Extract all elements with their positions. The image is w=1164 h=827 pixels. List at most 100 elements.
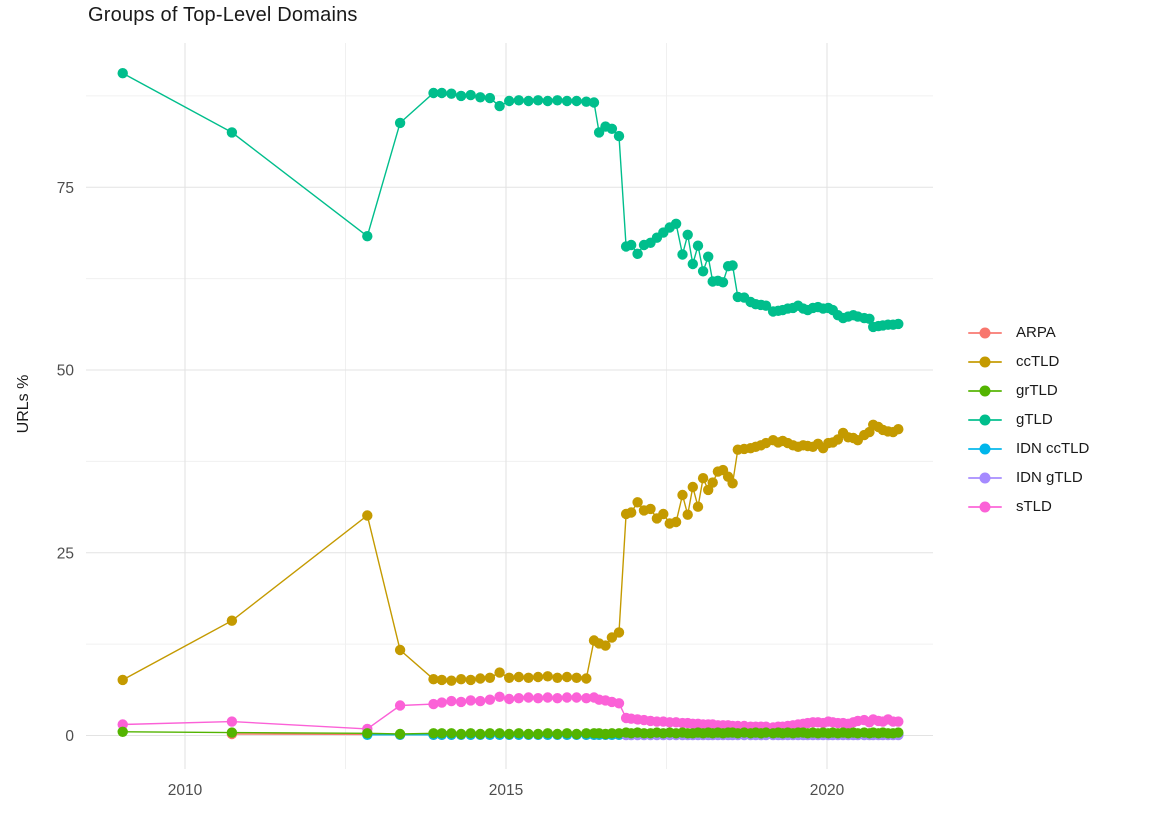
data-point-stld bbox=[513, 693, 524, 704]
y-tick-label: 0 bbox=[65, 728, 74, 745]
data-point-grtld bbox=[581, 728, 592, 739]
data-point-stld bbox=[561, 692, 573, 703]
data-point-stld bbox=[552, 693, 563, 704]
y-axis-title: URLs % bbox=[15, 374, 32, 434]
data-point-grtld bbox=[532, 728, 544, 740]
data-point-cctld bbox=[513, 671, 524, 683]
data-point-cctld bbox=[362, 510, 373, 521]
data-point-cctld bbox=[600, 640, 611, 651]
data-point-gtld bbox=[484, 92, 496, 104]
data-point-gtld bbox=[513, 95, 524, 106]
data-point-gtld bbox=[436, 87, 447, 99]
data-point-grtld bbox=[465, 728, 476, 739]
data-point-gtld bbox=[717, 277, 729, 288]
data-point-cctld bbox=[893, 424, 904, 435]
data-point-grtld bbox=[455, 728, 467, 740]
data-point-grtld bbox=[226, 727, 238, 738]
data-point-gtld bbox=[475, 92, 486, 103]
data-point-gtld bbox=[677, 249, 688, 260]
data-point-cctld bbox=[484, 672, 496, 683]
data-point-cctld bbox=[687, 481, 698, 493]
data-point-gtld bbox=[117, 68, 128, 79]
data-point-gtld bbox=[362, 231, 373, 242]
data-point-cctld bbox=[552, 672, 563, 683]
data-point-stld bbox=[532, 693, 544, 704]
data-point-cctld bbox=[670, 516, 682, 528]
data-point-gtld bbox=[446, 88, 457, 99]
data-point-gtld bbox=[542, 95, 553, 107]
y-tick-label: 25 bbox=[57, 545, 74, 562]
data-point-grtld bbox=[494, 728, 505, 739]
legend-entry-gtld: gTLD bbox=[966, 405, 1089, 434]
data-point-cctld bbox=[561, 671, 573, 683]
data-point-cctld bbox=[658, 508, 669, 520]
legend-entry-grtld: grTLD bbox=[966, 376, 1089, 405]
data-point-cctld bbox=[455, 674, 467, 685]
data-point-cctld bbox=[428, 674, 439, 685]
data-point-gtld bbox=[632, 248, 643, 259]
data-point-gtld bbox=[697, 266, 709, 277]
data-point-grtld bbox=[571, 728, 582, 740]
data-point-gtld bbox=[523, 95, 534, 107]
data-point-cctld bbox=[465, 674, 476, 686]
legend-label: IDN ccTLD bbox=[1016, 440, 1090, 457]
legend-entry-stld: sTLD bbox=[966, 492, 1089, 521]
legend: ARPA ccTLD grTLD gTLD IDN ccTLD IDN gTLD sTLD bbox=[966, 318, 1089, 521]
legend-entry-cctld: ccTLD bbox=[966, 347, 1089, 376]
data-point-gtld bbox=[552, 95, 563, 106]
data-point-gtld bbox=[504, 95, 515, 107]
data-point-grtld bbox=[475, 728, 486, 740]
legend-entry-idn-cctld: IDN ccTLD bbox=[966, 434, 1089, 463]
data-point-gtld bbox=[606, 123, 618, 134]
data-point-grtld bbox=[561, 728, 573, 739]
data-point-cctld bbox=[446, 675, 457, 686]
data-point-gtld bbox=[864, 313, 875, 324]
data-point-cctld bbox=[645, 503, 656, 515]
data-point-gtld bbox=[465, 89, 476, 101]
legend-key-icon bbox=[966, 499, 1004, 515]
data-point-cctld bbox=[581, 673, 592, 684]
data-point-gtld bbox=[626, 239, 637, 251]
data-point-grtld bbox=[504, 728, 515, 740]
data-point-stld bbox=[571, 692, 582, 703]
data-point-cctld bbox=[436, 674, 447, 686]
data-point-stld bbox=[893, 716, 904, 727]
data-point-grtld bbox=[513, 728, 524, 739]
y-tick-label: 50 bbox=[57, 363, 75, 380]
data-point-grtld bbox=[552, 728, 563, 740]
data-point-stld bbox=[475, 695, 486, 707]
data-point-stld bbox=[465, 695, 476, 706]
legend-label: ccTLD bbox=[1016, 353, 1060, 370]
data-point-gtld bbox=[760, 300, 772, 311]
data-point-gtld bbox=[682, 229, 693, 240]
y-tick-label: 75 bbox=[57, 180, 74, 197]
legend-key-icon bbox=[966, 325, 1004, 341]
legend-key-icon bbox=[966, 354, 1004, 370]
data-point-stld bbox=[446, 695, 457, 707]
data-point-gtld bbox=[571, 95, 582, 107]
data-point-grtld bbox=[436, 728, 447, 739]
data-point-stld bbox=[226, 716, 238, 727]
data-point-grtld bbox=[484, 728, 496, 739]
data-point-grtld bbox=[542, 728, 553, 739]
data-point-stld bbox=[436, 697, 447, 708]
legend-key-icon bbox=[966, 470, 1004, 486]
legend-entry-arpa: ARPA bbox=[966, 318, 1089, 347]
data-point-grtld bbox=[362, 728, 373, 739]
legend-label: ARPA bbox=[1016, 324, 1056, 341]
data-point-gtld bbox=[394, 117, 406, 129]
data-point-cctld bbox=[475, 673, 486, 684]
data-point-cctld bbox=[707, 477, 718, 488]
x-tick-label: 2010 bbox=[168, 782, 203, 799]
data-point-cctld bbox=[532, 671, 544, 683]
series-points-grtld bbox=[117, 726, 904, 740]
data-point-stld bbox=[394, 700, 406, 711]
data-point-cctld bbox=[682, 509, 693, 520]
legend-label: gTLD bbox=[1016, 411, 1053, 428]
data-point-cctld bbox=[677, 489, 688, 501]
data-point-gtld bbox=[692, 240, 704, 251]
data-point-grtld bbox=[117, 726, 128, 737]
data-point-gtld bbox=[455, 90, 467, 102]
